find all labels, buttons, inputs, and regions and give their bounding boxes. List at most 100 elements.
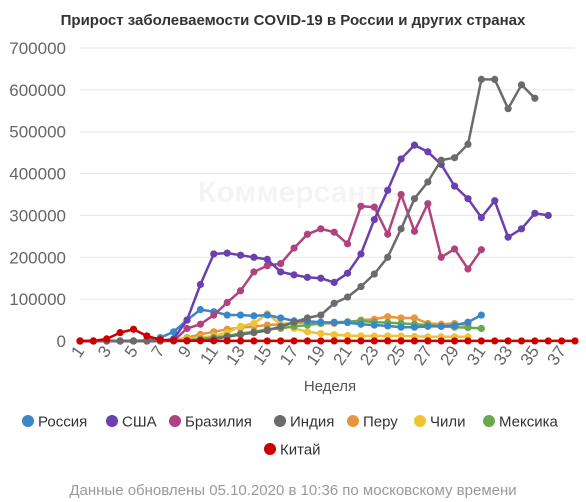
legend-item[interactable]: Россия [22,414,87,431]
data-point [170,328,178,336]
y-tick-label: 0 [57,332,66,351]
x-tick-label: 17 [276,342,302,368]
data-point [317,329,325,338]
data-point [250,312,258,320]
legend-label: Мексика [499,414,559,431]
x-tick-label: 9 [174,342,195,361]
data-point [558,337,566,345]
data-point [450,321,459,330]
data-point [223,337,231,345]
data-point [424,337,432,345]
data-point [89,337,97,345]
data-point [437,156,445,164]
data-point [397,190,405,199]
data-point [317,311,325,319]
footer-note: Данные обновлены 05.10.2020 в 10:36 по м… [69,482,517,499]
data-point [357,250,365,258]
legend-label: Перу [363,414,398,431]
data-point [384,322,392,330]
data-point [210,337,218,345]
data-point [330,318,338,327]
data-point [277,268,285,276]
data-point [330,278,338,286]
data-point [410,337,419,345]
legend-marker [106,415,118,427]
legend-marker [483,415,495,427]
x-tick-label: 21 [329,342,355,368]
data-point [196,337,205,345]
data-point [236,251,245,259]
data-point [330,331,338,339]
data-point [450,245,459,253]
y-tick-label: 300000 [9,206,66,225]
data-point [424,322,432,330]
data-point [437,322,445,330]
data-point [384,332,392,340]
data-point [384,186,392,194]
data-point [504,105,512,113]
data-point [303,273,312,281]
data-point [343,269,352,277]
data-point [277,337,285,345]
data-point [317,225,325,233]
data-point [450,154,459,162]
data-point [491,337,499,345]
data-point [410,227,419,235]
data-point [370,321,378,329]
legend-item[interactable]: Индия [274,414,334,431]
x-axis-title: Неделя [304,378,356,395]
series-4 [76,75,539,345]
data-point [491,197,499,205]
data-point [397,323,405,331]
data-point [170,336,178,345]
data-point [504,233,512,241]
data-point [277,259,285,268]
data-point [517,81,526,89]
data-point [410,195,419,203]
legend-item[interactable]: Перу [347,414,398,431]
x-tick-label: 33 [490,342,516,368]
data-point [250,268,258,276]
data-point [531,209,539,217]
data-point [397,225,405,233]
data-point [250,337,258,345]
series-group [76,75,579,345]
data-point [303,337,312,345]
data-point [236,322,245,330]
data-point [343,293,352,301]
data-point [450,182,459,190]
legend-marker [347,415,359,427]
data-point [343,331,352,340]
watermark: Коммерсантъ [198,176,402,209]
legend-item[interactable]: Китай [264,442,321,459]
x-tick-label: 23 [356,342,382,368]
data-point [210,250,218,258]
data-point [397,337,405,345]
data-point [370,332,378,340]
data-point [263,262,271,270]
data-point [263,255,271,263]
legend-item[interactable]: Мексика [483,414,559,431]
data-point [544,211,552,220]
data-point [223,298,231,307]
legend[interactable]: Россия США Бразилия Индия Перу Чили Мексика Кит… [22,414,559,459]
legend-item[interactable]: США [106,414,157,431]
data-point [517,337,526,345]
data-point [196,280,205,289]
legend-item[interactable]: Бразилия [169,414,252,431]
data-point [290,271,298,279]
data-point [303,328,312,336]
data-point [183,324,191,333]
x-tick-label: 31 [463,342,489,368]
data-point [236,331,245,339]
data-point [343,240,352,248]
data-point [317,337,325,345]
data-point [464,265,472,273]
data-point [196,320,205,328]
x-tick-label: 35 [517,342,543,368]
data-point [477,324,485,333]
legend-item[interactable]: Чили [414,414,466,431]
series-line [80,78,536,343]
data-point [116,337,124,345]
data-point [263,326,271,335]
